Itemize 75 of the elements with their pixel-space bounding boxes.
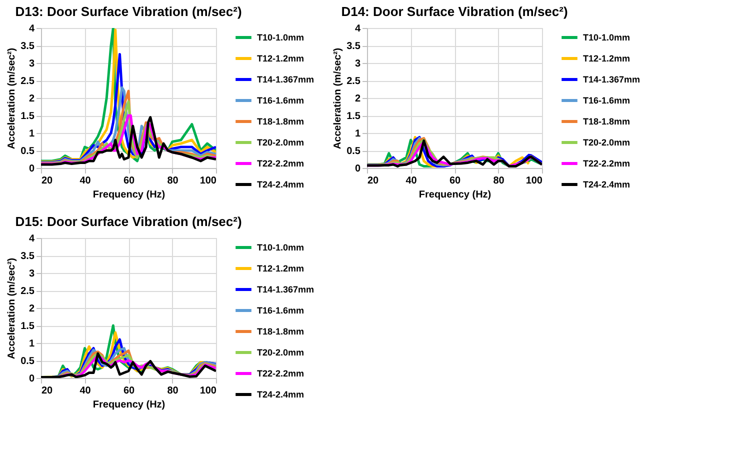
legend-label: T18-1.8mm bbox=[257, 326, 304, 336]
y-tick-label: 2.5 bbox=[20, 286, 35, 297]
y-tick-label: 2 bbox=[28, 304, 35, 314]
x-tick-label: 60 bbox=[123, 386, 135, 396]
y-tick-label: 3 bbox=[28, 268, 35, 280]
x-tick-label: 100 bbox=[200, 386, 217, 396]
y-tick-label: 2.5 bbox=[346, 76, 361, 87]
legend-label: T20-2.0mm bbox=[257, 138, 304, 148]
legend-label: T24-2.4mm bbox=[257, 180, 304, 190]
chart-title: D13: Door Surface Vibration (m/sec²) bbox=[15, 4, 242, 19]
legend-label: T12-1.2mm bbox=[257, 264, 304, 274]
y-tick-label: 4 bbox=[28, 234, 35, 244]
chart-title: D14: Door Surface Vibration (m/sec²) bbox=[341, 4, 568, 19]
x-tick-label: 100 bbox=[200, 176, 217, 186]
y-tick-label: 1 bbox=[28, 338, 35, 350]
y-tick-label: 1.5 bbox=[20, 321, 35, 332]
legend-label: T24-2.4mm bbox=[583, 180, 630, 190]
legend-label: T22-2.2mm bbox=[583, 158, 630, 168]
legend-label: T10-1.0mm bbox=[583, 32, 630, 42]
legend-label: T16-1.6mm bbox=[257, 306, 304, 316]
y-tick-label: 3 bbox=[354, 58, 361, 70]
y-tick-label: 4 bbox=[28, 24, 35, 34]
y-tick-label: 3.5 bbox=[20, 41, 35, 52]
y-tick-label: 0 bbox=[28, 164, 35, 174]
y-tick-label: 2 bbox=[28, 94, 35, 104]
y-tick-label: 4 bbox=[354, 24, 361, 34]
x-tick-label: 100 bbox=[526, 176, 543, 186]
y-tick-label: 3.5 bbox=[20, 251, 35, 262]
y-tick-label: 0.5 bbox=[20, 146, 35, 157]
y-tick-label: 1 bbox=[28, 128, 35, 140]
x-tick-label: 80 bbox=[493, 176, 505, 186]
legend-label: T14-1.367mm bbox=[583, 74, 640, 84]
legend-label: T14-1.367mm bbox=[257, 284, 314, 294]
legend-label: T18-1.8mm bbox=[583, 116, 630, 126]
legend-label: T16-1.6mm bbox=[583, 96, 630, 106]
y-tick-label: 0 bbox=[354, 164, 361, 174]
y-tick-label: 2.5 bbox=[20, 76, 35, 87]
chart-title: D15: Door Surface Vibration (m/sec²) bbox=[15, 214, 242, 229]
x-tick-label: 40 bbox=[406, 176, 418, 186]
x-tick-label: 40 bbox=[80, 176, 92, 186]
y-tick-label: 3.5 bbox=[346, 41, 361, 52]
y-tick-label: 1.5 bbox=[20, 111, 35, 122]
legend-label: T18-1.8mm bbox=[257, 116, 304, 126]
x-tick-label: 40 bbox=[80, 386, 92, 396]
x-axis-title: Frequency (Hz) bbox=[92, 400, 166, 410]
y-tick-label: 1.5 bbox=[346, 111, 361, 122]
x-tick-label: 60 bbox=[449, 176, 461, 186]
legend-label: T20-2.0mm bbox=[257, 348, 304, 358]
y-tick-label: 0.5 bbox=[20, 356, 35, 367]
y-axis-title: Acceleration (m/sec²) bbox=[6, 48, 18, 150]
legend-label: T12-1.2mm bbox=[583, 54, 630, 64]
y-tick-label: 0.5 bbox=[346, 146, 361, 157]
x-tick-label: 80 bbox=[167, 386, 179, 396]
legend-label: T24-2.4mm bbox=[257, 390, 304, 400]
x-axis-title: Frequency (Hz) bbox=[418, 190, 492, 200]
x-axis-title: Frequency (Hz) bbox=[92, 190, 166, 200]
x-tick-label: 20 bbox=[42, 176, 54, 186]
legend-label: T22-2.2mm bbox=[257, 158, 304, 168]
y-axis-title: Acceleration (m/sec²) bbox=[332, 48, 344, 150]
legend-label: T12-1.2mm bbox=[257, 54, 304, 64]
legend-label: T10-1.0mm bbox=[257, 242, 304, 252]
y-axis-title: Acceleration (m/sec²) bbox=[6, 258, 18, 360]
legend-label: T22-2.2mm bbox=[257, 368, 304, 378]
y-tick-label: 2 bbox=[354, 94, 361, 104]
legend-label: T16-1.6mm bbox=[257, 96, 304, 106]
legend-label: T20-2.0mm bbox=[583, 138, 630, 148]
y-tick-label: 3 bbox=[28, 58, 35, 70]
x-tick-label: 60 bbox=[123, 176, 135, 186]
y-tick-label: 1 bbox=[354, 128, 361, 140]
x-tick-label: 20 bbox=[42, 386, 54, 396]
y-tick-label: 0 bbox=[28, 374, 35, 384]
x-tick-label: 20 bbox=[368, 176, 380, 186]
legend-label: T10-1.0mm bbox=[257, 32, 304, 42]
legend-label: T14-1.367mm bbox=[257, 74, 314, 84]
x-tick-label: 80 bbox=[167, 176, 179, 186]
